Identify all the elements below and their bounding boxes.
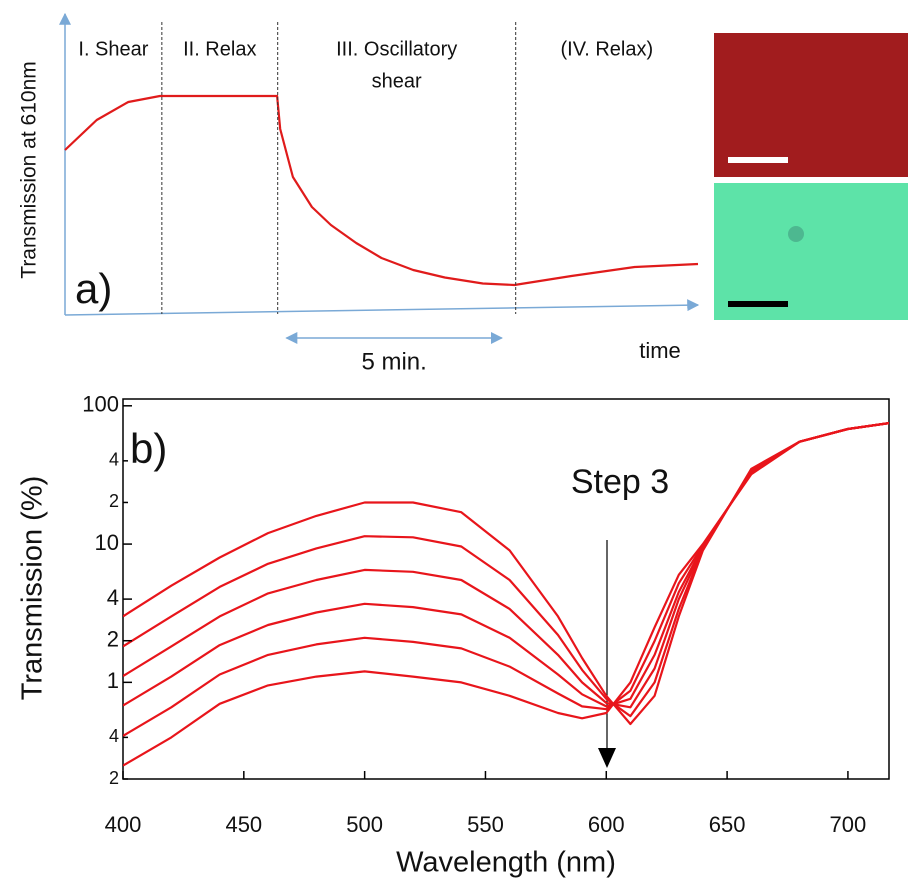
interval-label: 5 min. [361, 348, 426, 375]
y-tick-label: 4 [107, 585, 119, 610]
annotation: Step 3 [571, 463, 669, 501]
data-line [123, 422, 889, 737]
y-axis-label: Transmission at 610nm [18, 61, 41, 278]
y-tick-label: 2 [107, 627, 119, 652]
data-line [123, 422, 889, 718]
x-tick-label: 650 [709, 812, 746, 837]
scale-bar [728, 301, 788, 307]
phase-label: (IV. Relax) [561, 38, 654, 60]
y-tick-label: 2 [109, 491, 119, 511]
data-line [123, 422, 889, 708]
data-line [123, 422, 889, 726]
plot-area [123, 422, 889, 767]
photo-spot [788, 226, 804, 242]
x-axis-label: Wavelength (nm) [396, 847, 616, 879]
data-line [123, 422, 889, 767]
x-axis-label: time [639, 338, 681, 363]
x-tick-label: 700 [830, 812, 867, 837]
y-tick-label: 100 [82, 392, 119, 417]
panel-label: b) [130, 425, 167, 472]
y-tick-label: 4 [109, 726, 119, 746]
phase-label: III. Oscillatory [336, 38, 457, 60]
photo-green [714, 183, 908, 320]
x-tick-label: 450 [225, 812, 262, 837]
photo-red [714, 33, 908, 177]
phase-label: II. Relax [183, 38, 256, 60]
y-tick-label: 2 [109, 768, 119, 788]
scale-bar [728, 157, 788, 163]
y-axis-label: Transmission (%) [17, 476, 49, 701]
data-line [64, 94, 699, 287]
x-tick-label: 550 [467, 812, 504, 837]
arrow-head [598, 748, 616, 768]
x-tick-label: 500 [346, 812, 383, 837]
plot-area [64, 94, 699, 287]
phase-label: shear [372, 70, 422, 92]
x-tick-label: 600 [588, 812, 625, 837]
x-axis [64, 299, 700, 316]
y-tick-label: 1 [107, 668, 119, 693]
panel-label: a) [75, 265, 112, 312]
plot-frame [122, 398, 890, 780]
x-tick-label: 400 [105, 812, 142, 837]
y-tick-label: 4 [109, 450, 119, 470]
phase-label: I. Shear [78, 38, 148, 60]
y-tick-label: 10 [95, 530, 119, 555]
